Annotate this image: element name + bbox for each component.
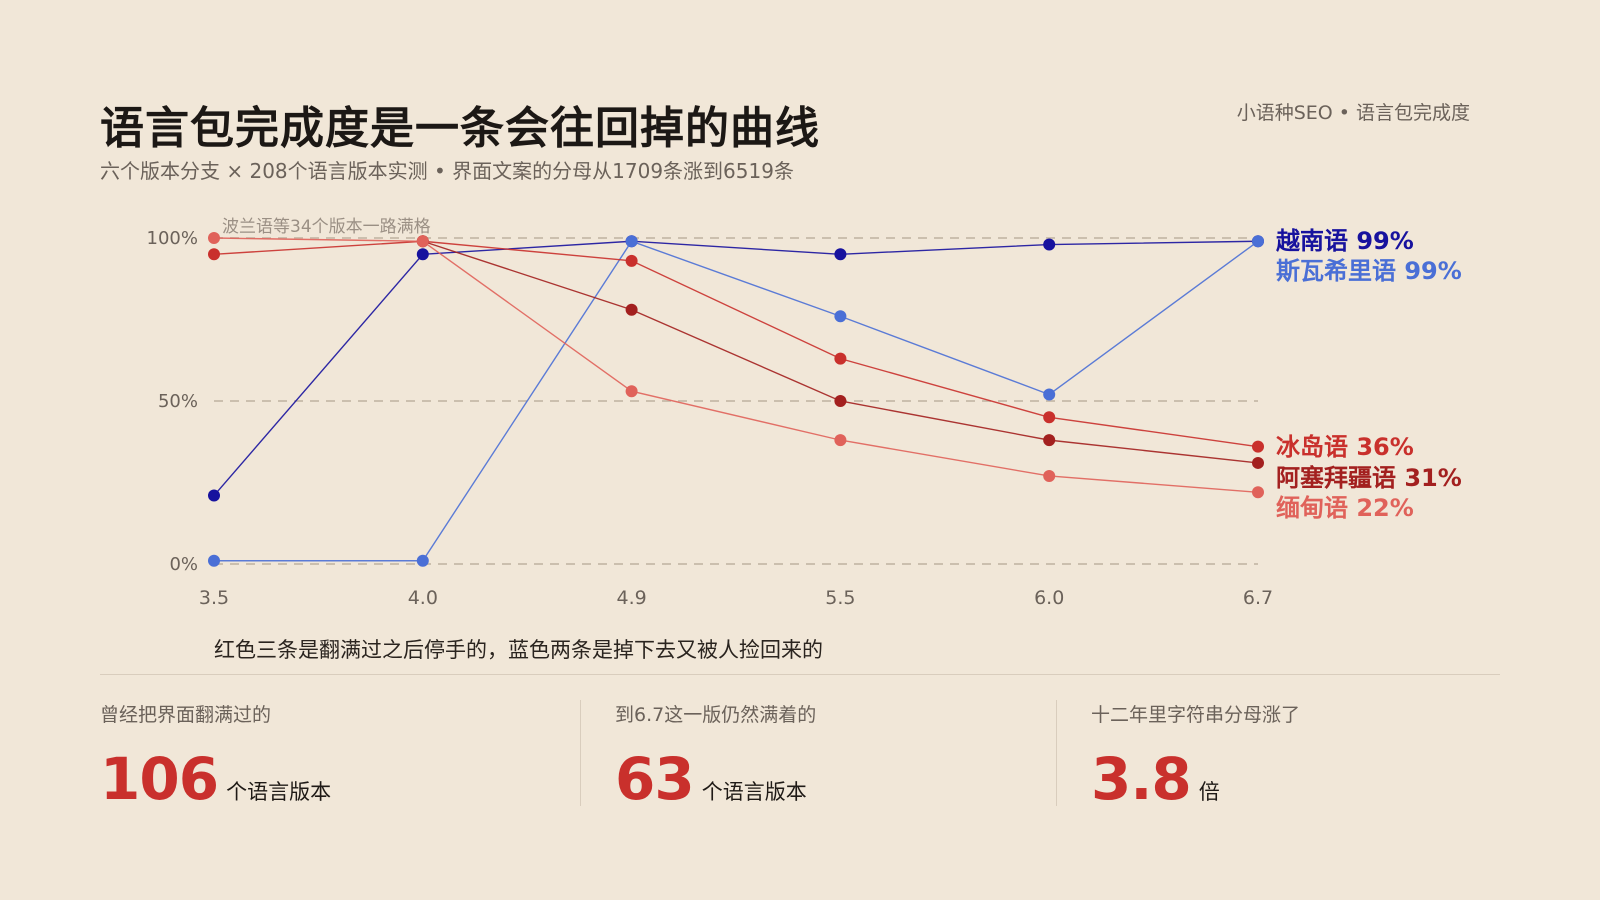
stat-ever-full: 曾经把界面翻满过的 106 个语言版本 <box>100 700 332 813</box>
data-point <box>625 235 638 248</box>
data-point <box>834 395 847 407</box>
stat-label: 到6.7这一版仍然满着的 <box>615 704 817 726</box>
data-point <box>1252 456 1264 469</box>
data-point <box>416 554 429 567</box>
chart-annotation: 波兰语等34个版本一路满格 <box>222 217 431 237</box>
series-line <box>213 240 1259 496</box>
series-line <box>213 237 1259 493</box>
data-point <box>1252 486 1264 499</box>
y-tick-label: 0% <box>169 554 198 575</box>
series-line <box>214 240 1259 562</box>
data-point <box>208 248 220 261</box>
divider <box>100 674 1500 675</box>
data-point <box>1252 235 1264 248</box>
data-point <box>834 310 847 323</box>
data-point <box>625 303 638 316</box>
stat-value: 3.8 <box>1091 745 1192 813</box>
stat-unit: 倍 <box>1198 780 1220 804</box>
x-tick-label: 4.9 <box>616 587 646 609</box>
data-point <box>1043 434 1056 447</box>
data-point <box>834 248 847 261</box>
data-point <box>834 434 847 447</box>
data-point <box>1043 238 1056 251</box>
chart-caption: 红色三条是翻满过之后停手的，蓝色两条是掉下去又被人捡回来的 <box>214 638 823 662</box>
series-end-label: 缅甸语 22% <box>1276 494 1414 522</box>
stat-unit: 个语言版本 <box>701 780 807 804</box>
data-point <box>208 232 220 244</box>
stat-label: 曾经把界面翻满过的 <box>100 704 272 726</box>
data-point <box>625 254 638 267</box>
page-title: 语言包完成度是一条会往回掉的曲线 <box>100 103 820 154</box>
x-tick-label: 6.0 <box>1034 587 1064 609</box>
data-point <box>1043 388 1056 401</box>
series-end-label: 冰岛语 36% <box>1276 433 1414 461</box>
page-subtitle: 六个版本分支 × 208个语言版本实测 • 界面文案的分母从1709条涨到651… <box>100 159 794 183</box>
x-tick-label: 5.5 <box>825 587 855 609</box>
data-point <box>1252 440 1264 453</box>
y-tick-label: 100% <box>147 228 198 249</box>
data-point <box>834 352 847 365</box>
data-point <box>416 235 429 248</box>
stat-value: 63 <box>615 745 695 813</box>
stat-still-full: 到6.7这一版仍然满着的 63 个语言版本 <box>580 700 817 813</box>
series-end-label: 阿塞拜疆语 31% <box>1276 464 1462 492</box>
stat-value: 106 <box>100 745 219 813</box>
series-line <box>213 240 1259 448</box>
x-tick-label: 4.0 <box>408 587 438 609</box>
data-point <box>625 385 638 398</box>
stat-unit: 个语言版本 <box>226 780 332 804</box>
stat-label: 十二年里字符串分母涨了 <box>1091 704 1301 726</box>
y-tick-label: 50% <box>158 391 198 412</box>
data-point <box>1043 469 1056 482</box>
data-point <box>1043 411 1056 424</box>
data-point <box>416 248 429 261</box>
data-point <box>208 554 220 567</box>
x-tick-label: 3.5 <box>199 587 229 609</box>
brand-tag: 小语种SEO • 语言包完成度 <box>1236 102 1470 124</box>
stat-denominator-growth: 十二年里字符串分母涨了 3.8 倍 <box>1056 700 1301 813</box>
line-chart: 100% 50% 0%3.5 4.0 4.9 5.5 6.0 6.7 波兰语等34个版本一路满格… <box>147 217 1462 609</box>
data-point <box>208 489 220 502</box>
x-tick-label: 6.7 <box>1243 587 1273 609</box>
series-end-label: 越南语 99% <box>1276 227 1414 255</box>
series-end-label: 斯瓦希里语 99% <box>1276 257 1462 285</box>
